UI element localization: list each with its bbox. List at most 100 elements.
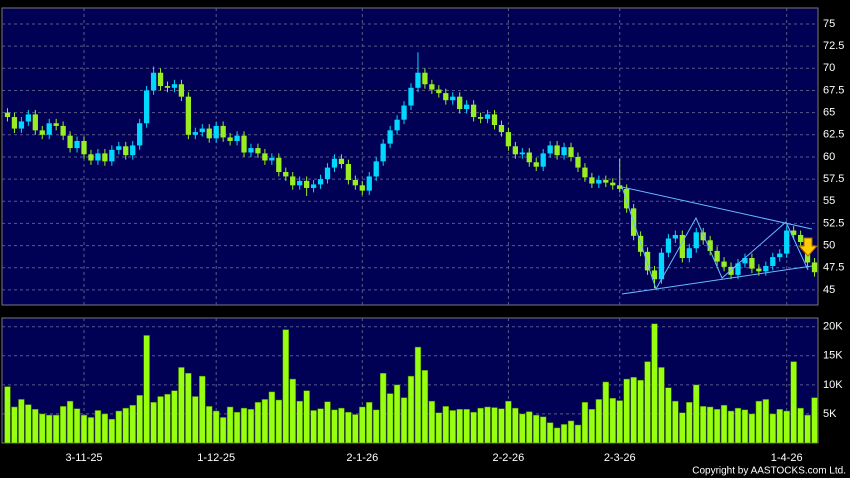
candle-body xyxy=(178,84,185,97)
candle-body xyxy=(735,263,741,275)
candle-body xyxy=(297,180,303,186)
candle-body xyxy=(150,72,157,91)
volume-bar xyxy=(11,406,18,444)
candle-body xyxy=(60,125,66,136)
candle-body xyxy=(589,177,595,184)
y-tick-label: 57.5 xyxy=(823,173,844,185)
candle-body xyxy=(164,86,171,88)
volume-bar xyxy=(804,414,811,444)
candle-body xyxy=(519,152,525,155)
volume-bar xyxy=(769,413,776,444)
volume-bar xyxy=(574,424,582,444)
candle-body xyxy=(408,87,414,106)
candle-body xyxy=(422,72,428,85)
volume-bar xyxy=(623,378,630,444)
volume-bar xyxy=(393,384,401,444)
y-tick-label: 45 xyxy=(823,284,835,296)
candle-body xyxy=(756,268,762,272)
candle-body xyxy=(18,121,25,129)
candle-body xyxy=(317,179,324,185)
volume-bar xyxy=(122,407,129,444)
volume-bar xyxy=(331,409,338,444)
zigzag-line xyxy=(621,186,809,291)
pattern-lines xyxy=(621,186,813,295)
candle-body xyxy=(137,123,143,146)
volume-bar xyxy=(553,427,561,444)
y-tick-label: 47.5 xyxy=(823,262,844,274)
candle-body xyxy=(714,250,720,262)
candle-body xyxy=(450,96,456,101)
volume-bar xyxy=(289,378,296,444)
volume-bar xyxy=(101,413,109,444)
candle-body xyxy=(102,153,108,162)
candle-body xyxy=(290,176,296,186)
volume-bar xyxy=(53,414,60,444)
candle-body xyxy=(540,153,546,167)
volume-bar xyxy=(338,407,345,444)
candle-body xyxy=(213,125,219,139)
candle-body xyxy=(185,96,192,135)
candle-body xyxy=(533,162,539,167)
candle-body xyxy=(464,104,470,110)
volume-bar xyxy=(567,420,575,444)
candle-body xyxy=(324,167,331,180)
volume-bar xyxy=(275,399,282,444)
candle-body xyxy=(512,146,519,155)
candle-body xyxy=(436,89,442,94)
candle-body xyxy=(352,179,358,186)
volume-bar xyxy=(783,410,790,444)
volume-bar xyxy=(651,323,658,444)
volume-bar xyxy=(512,407,519,444)
volume-bar xyxy=(80,414,88,444)
candle-body xyxy=(547,145,553,154)
candle-body xyxy=(4,112,11,118)
candle-body xyxy=(644,251,651,271)
volume-bar xyxy=(136,395,143,444)
candle-body xyxy=(373,161,379,177)
volume-bar xyxy=(755,400,763,444)
volume-bar xyxy=(630,377,637,444)
volume-bar xyxy=(379,372,387,444)
volume-bar xyxy=(108,418,116,444)
volume-bar xyxy=(526,411,533,444)
candle-body xyxy=(74,140,80,149)
volume-bar xyxy=(560,424,568,444)
volume-bar xyxy=(213,410,220,444)
candle-body xyxy=(554,145,560,156)
candle-body xyxy=(32,114,38,131)
candle-body xyxy=(582,167,588,178)
volume-bar xyxy=(540,416,547,444)
candle-body xyxy=(387,130,393,144)
volume-bar xyxy=(491,407,498,444)
volume-bar xyxy=(790,361,797,444)
volume-bar xyxy=(616,400,623,444)
candle-body xyxy=(686,248,692,259)
volume-bar xyxy=(4,386,11,444)
y-tick-label: 72.5 xyxy=(823,40,844,52)
candle-body xyxy=(39,130,45,135)
x-tick-label: 2-3-26 xyxy=(604,452,636,464)
volume-bar xyxy=(546,422,554,444)
volume-bar xyxy=(129,404,136,444)
volume-bar xyxy=(713,409,721,444)
candle-body xyxy=(505,132,512,147)
y-tick-label: 55 xyxy=(823,195,835,207)
volume-bar xyxy=(206,406,213,444)
volume-bar xyxy=(595,399,603,444)
volume-bar xyxy=(359,406,366,444)
volume-bar xyxy=(296,400,303,444)
candle-body xyxy=(338,158,345,165)
candle-body xyxy=(109,149,115,162)
volume-bar xyxy=(706,406,714,444)
volume-bar xyxy=(727,410,735,444)
candle-body xyxy=(797,234,804,243)
volume-bar xyxy=(748,413,756,444)
candle-body xyxy=(568,147,574,157)
y-tick-label: 52.5 xyxy=(823,217,844,229)
y-tick-label: 10K xyxy=(823,379,843,391)
volume-bar xyxy=(46,414,53,444)
volume-bar xyxy=(797,407,804,444)
candle-body xyxy=(770,257,776,266)
volume-bar xyxy=(25,404,32,444)
